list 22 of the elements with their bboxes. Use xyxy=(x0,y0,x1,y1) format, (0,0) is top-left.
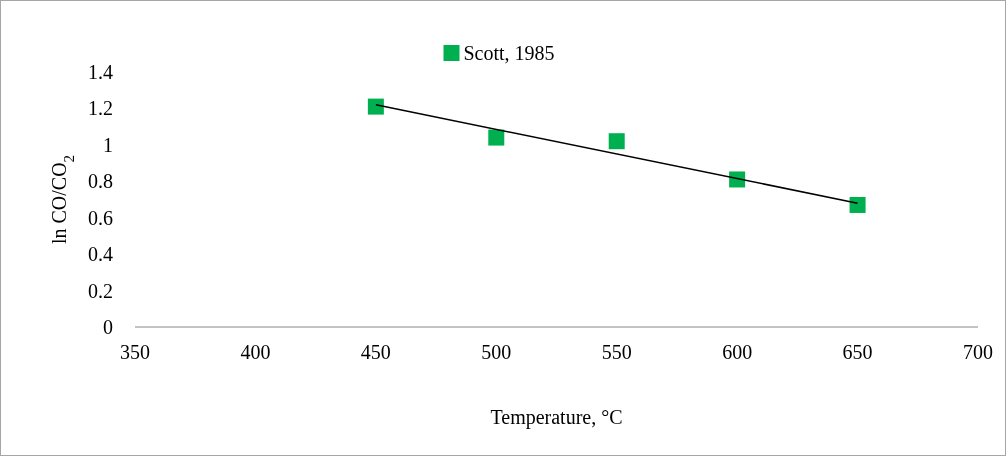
legend-label: Scott, 1985 xyxy=(463,42,555,64)
point xyxy=(608,133,625,150)
y-tick-label: 0.4 xyxy=(88,243,113,266)
x-tick-label: 700 xyxy=(963,341,993,363)
x-tick-label: 350 xyxy=(120,341,150,363)
y-tick-label: 0.6 xyxy=(88,206,113,229)
x-axis-title: Temperature, °C xyxy=(490,406,623,429)
x-tick-label: 400 xyxy=(240,341,271,363)
x-tick-label: 650 xyxy=(842,341,873,363)
x-tick-label: 500 xyxy=(481,341,512,363)
y-tick-label: 1.2 xyxy=(88,97,113,120)
y-tick-label: 0.8 xyxy=(88,170,113,193)
point xyxy=(488,129,505,146)
x-tick-label: 550 xyxy=(601,341,632,363)
y-tick-label: 0.2 xyxy=(88,279,113,302)
y-tick-label: 1.4 xyxy=(88,61,113,83)
x-tick-label: 450 xyxy=(360,341,391,363)
y-tick-label: 0 xyxy=(103,316,113,338)
point xyxy=(849,196,866,213)
point xyxy=(367,98,384,115)
x-tick-label: 600 xyxy=(722,341,753,363)
y-tick-label: 1 xyxy=(103,133,113,156)
